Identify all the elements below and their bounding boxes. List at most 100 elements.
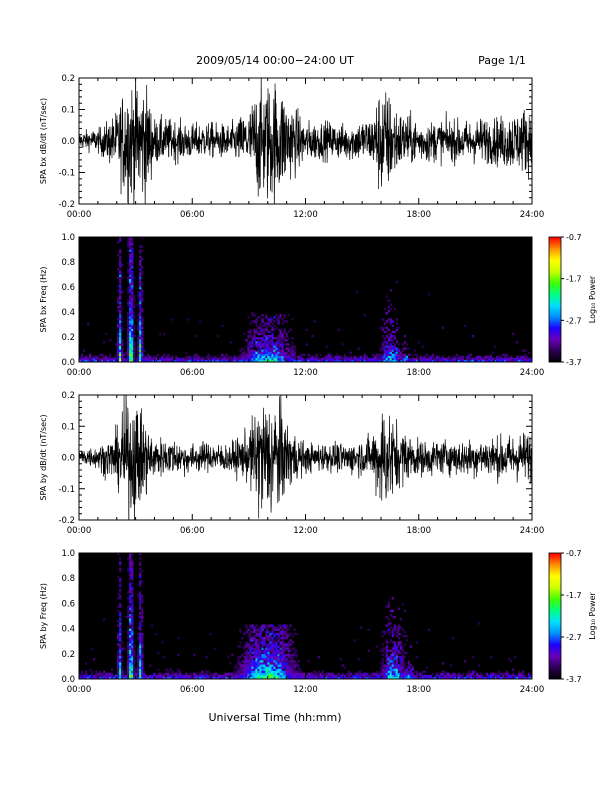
spectrogram-cell: [291, 641, 294, 644]
spectrogram-cell: [121, 353, 124, 357]
spectrogram-cell: [271, 624, 274, 627]
spectrogram-cell: [467, 359, 471, 363]
spectrogram-cell: [97, 672, 100, 676]
spectrogram-cell: [141, 645, 144, 648]
spectrogram-cell: [127, 353, 130, 357]
spectrogram-cell: [385, 662, 388, 665]
spectrogram-cell: [349, 676, 352, 680]
spectrogram-cell: [133, 347, 136, 350]
colorbar-step: [549, 559, 561, 562]
spectrogram-cell: [293, 359, 296, 363]
colorbar-tick-label: -1.7: [566, 275, 582, 284]
spectrogram-cell: [265, 643, 268, 646]
spectrogram-cell: [403, 670, 407, 673]
spectrogram-cell: [141, 672, 144, 676]
spectrogram-cell: [391, 334, 394, 338]
spectrogram-cell: [243, 332, 246, 336]
spectrogram-cell: [279, 668, 282, 671]
spectrogram-cell: [421, 359, 425, 363]
spectrogram-cell: [137, 345, 140, 348]
spectrogram-cell: [281, 624, 284, 627]
spectrogram-cell: [355, 674, 358, 678]
spectrogram-cell: [117, 318, 120, 321]
spectrogram-cell: [513, 359, 517, 363]
spectrogram-cell: [139, 291, 142, 294]
spectrogram-cell: [507, 357, 511, 361]
spectrogram-cell: [217, 357, 220, 361]
spectrogram-cell: [119, 557, 122, 560]
colorbar-step: [549, 284, 561, 288]
spectrogram-cell: [347, 670, 350, 673]
spectrogram-cell: [335, 676, 338, 680]
spectrogram-cell: [141, 670, 144, 673]
spectrogram-cell: [257, 666, 260, 669]
spectrogram-cell: [313, 676, 316, 680]
spectrogram-cell: [117, 624, 120, 627]
spectrogram-cell: [287, 349, 290, 352]
spectrogram-cell: [373, 355, 376, 359]
spectrogram-cell: [431, 357, 435, 361]
spectrogram-cell: [385, 676, 388, 680]
spectrogram-cell: [431, 672, 435, 676]
spectrogram-cell: [381, 676, 384, 680]
spectrogram-cell: [271, 341, 274, 344]
spectrogram-cell: [175, 359, 178, 363]
spectrogram-cell: [129, 590, 132, 594]
spectrogram-cell: [475, 359, 479, 363]
spectrogram-cell: [201, 676, 204, 680]
spectrogram-cell: [365, 672, 368, 676]
spectrogram-cell: [269, 632, 272, 636]
spectrogram-cell: [387, 305, 390, 309]
spectrogram-cell: [481, 359, 485, 363]
spectrogram-cell: [249, 355, 252, 359]
spectrogram-cell: [233, 359, 236, 363]
spectrogram-cell: [271, 353, 274, 357]
spectrogram-cell: [293, 672, 296, 676]
spectrogram-cell: [135, 359, 138, 363]
spectrogram-cell: [139, 303, 142, 307]
spectrogram-cell: [267, 649, 270, 652]
spectrogram-cell: [245, 359, 248, 363]
spectrogram-cell: [185, 359, 188, 363]
spectrogram-cell: [129, 351, 132, 354]
spectrogram-cell: [275, 345, 278, 348]
spectrogram-cell: [405, 634, 409, 638]
spectrogram-cell: [347, 357, 350, 361]
spectrogram-cell: [147, 674, 150, 678]
spectrogram-cell: [249, 676, 252, 680]
spectrogram-cell: [137, 320, 140, 323]
spectrogram-cell: [333, 359, 336, 363]
spectrogram-cell: [85, 670, 88, 673]
spectrogram-cell: [141, 611, 144, 615]
by-spectrogram-panel: 00:00 06:00 12:00 18:00 24:000.00.20.40.60.8…: [39, 549, 544, 695]
colorbar-step: [549, 660, 561, 663]
spectrogram-cell: [79, 676, 82, 680]
spectrogram-cell: [397, 355, 400, 359]
spectrogram-cell: [401, 349, 405, 352]
spectrogram-cell: [239, 664, 242, 667]
spectrogram-cell: [239, 353, 242, 357]
spectrogram-cell: [281, 658, 284, 661]
spectrogram-cell: [385, 616, 388, 619]
spectrogram-cell: [281, 334, 284, 338]
spectrogram-cell: [269, 660, 272, 663]
spectrogram-cell: [131, 312, 134, 315]
spectrogram-cell: [327, 676, 330, 680]
spectrogram-cell: [341, 672, 344, 676]
spectrogram-cell: [527, 357, 531, 361]
spectrogram-cell: [263, 653, 266, 657]
colorbar-step: [549, 574, 561, 577]
spectrogram-cell: [275, 649, 278, 652]
spectrogram-cell: [139, 592, 142, 596]
spectrogram-cell: [125, 351, 128, 354]
spectrogram-cell: [141, 307, 144, 311]
spectrogram-cell: [359, 670, 362, 673]
spectrogram-cell: [267, 357, 270, 361]
colorbar-step: [549, 597, 561, 600]
spectrogram-cell: [489, 359, 493, 363]
spectrogram-cell: [117, 349, 120, 352]
spectrogram-cell: [129, 274, 132, 277]
spectrogram-cell: [291, 662, 294, 665]
spectrogram-cell: [129, 567, 132, 571]
spectrogram-cell: [383, 326, 386, 329]
